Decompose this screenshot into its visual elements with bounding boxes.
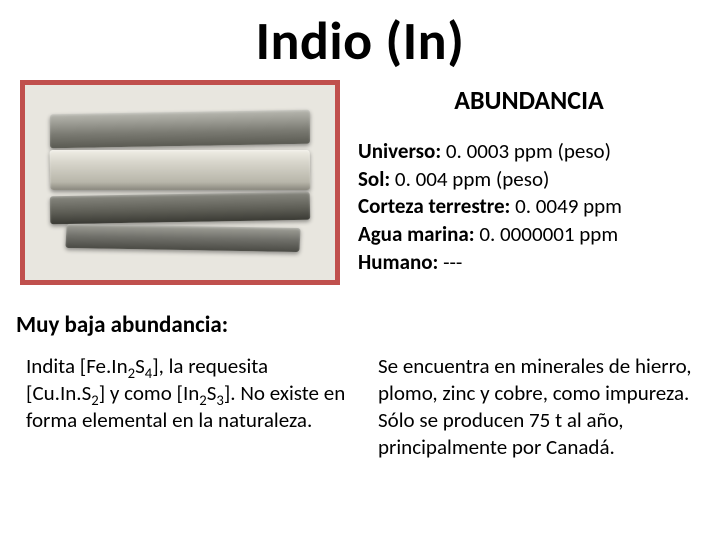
abundance-column: ABUNDANCIA Universo: 0. 0003 ppm (peso) … (358, 80, 700, 285)
occurrence-paragraph: Se encuentra en minerales de hierro, plo… (378, 353, 700, 461)
abundance-label: Corteza terrestre: (358, 193, 510, 219)
abundance-value: 0. 0003 ppm (peso) (441, 138, 611, 164)
metal-bars-graphic (50, 112, 310, 254)
page-title: Indio (In) (20, 8, 700, 74)
metal-bar (50, 150, 311, 190)
abundance-label: Sol: (358, 166, 390, 192)
abundance-item: Corteza terrestre: 0. 0049 ppm (358, 193, 700, 221)
abundance-label: Humano: (358, 249, 438, 275)
minerals-paragraph: Indita [Fe.In2S4], la requesita [Cu.In.S… (20, 353, 348, 461)
lower-row: Indita [Fe.In2S4], la requesita [Cu.In.S… (20, 353, 700, 461)
abundance-value: 0. 0000001 ppm (475, 221, 619, 247)
abundance-value: 0. 0049 ppm (510, 193, 622, 219)
metal-bar (65, 223, 300, 251)
metal-bar (50, 109, 310, 148)
abundance-item: Agua marina: 0. 0000001 ppm (358, 221, 700, 249)
upper-row: ABUNDANCIA Universo: 0. 0003 ppm (peso) … (20, 80, 700, 285)
abundance-label: Agua marina: (358, 221, 475, 247)
abundance-value: --- (438, 249, 462, 275)
abundance-label: Universo: (358, 138, 441, 164)
abundance-item: Universo: 0. 0003 ppm (peso) (358, 138, 700, 166)
metal-bar (50, 191, 310, 224)
element-photo (20, 80, 340, 285)
abundance-heading: ABUNDANCIA (358, 84, 700, 116)
low-abundance-heading: Muy baja abundancia: (16, 311, 700, 339)
abundance-value: 0. 004 ppm (peso) (390, 166, 549, 192)
abundance-list: Universo: 0. 0003 ppm (peso) Sol: 0. 004… (358, 138, 700, 277)
abundance-item: Humano: --- (358, 249, 700, 277)
abundance-item: Sol: 0. 004 ppm (peso) (358, 166, 700, 194)
